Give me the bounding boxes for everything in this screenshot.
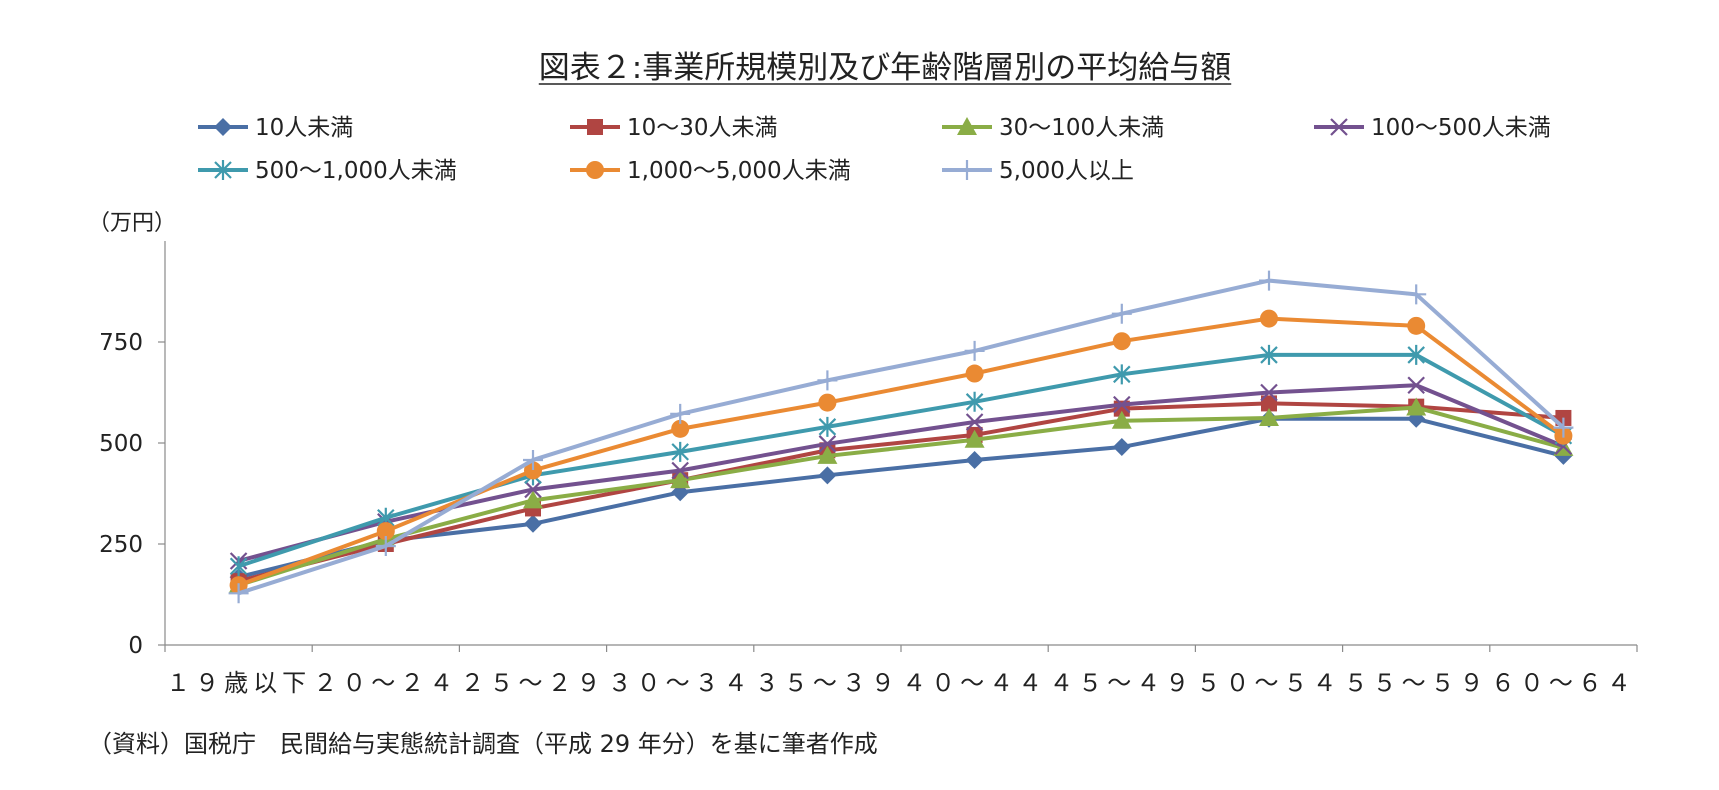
chart-title: 図表２:事業所規模別及び年齢階層別の平均給与額 [539, 50, 1231, 86]
x-tick-label: ２５～２９ [461, 669, 606, 697]
data-point [817, 370, 838, 391]
data-point [228, 583, 249, 604]
x-tick-label: ４５～４９ [1049, 669, 1194, 697]
series-layer [228, 270, 1574, 604]
legend-label: 1,000～5,000人未満 [627, 158, 851, 184]
x-tick-label: ６０～６４ [1491, 669, 1636, 697]
legend-label: 10人未満 [255, 115, 353, 141]
data-point [964, 429, 985, 448]
data-point [375, 536, 396, 557]
axes: 0 250 500 750 １９歳以下 ２０～２４ ２５～２９ ３０～３４ ３５～３９ ４０～４４… [99, 241, 1638, 697]
series-5 [229, 344, 1573, 577]
data-point [1113, 395, 1131, 414]
source-note: （資料）国税庁 民間給与実態統計調査（平成 29 年分）を基に筆者作成 [88, 730, 878, 758]
series-7 [228, 270, 1574, 604]
legend-marker [957, 117, 977, 135]
series-3 [228, 397, 1574, 594]
data-point [671, 461, 689, 480]
data-point [524, 480, 542, 499]
series-1 [229, 409, 1573, 587]
data-point [1407, 316, 1426, 335]
series-line [238, 383, 1565, 563]
data-point [818, 416, 837, 437]
data-point [818, 393, 837, 412]
legend-label: 100～500人未満 [1371, 115, 1551, 141]
series-line [238, 405, 1564, 588]
y-tick-label: 500 [99, 431, 143, 457]
data-point [1261, 395, 1277, 412]
series-line [238, 416, 1564, 580]
legend-item: 1,000～5,000人未満 [570, 158, 851, 184]
x-tick-label: １９歳以下 [166, 669, 311, 697]
data-point [817, 445, 838, 464]
data-point [1111, 303, 1132, 324]
data-point [1407, 344, 1425, 365]
legend-marker [214, 160, 232, 180]
series-6 [229, 309, 1573, 595]
x-tick-label: ３０～３４ [608, 669, 753, 697]
legend: 10人未満 10～30人未満 30～100人未満 100～500人未満 500～1,00… [198, 115, 1551, 184]
legend-marker [214, 118, 232, 136]
data-point [229, 556, 248, 577]
x-tick-label: ２０～２４ [313, 669, 458, 697]
data-point [1406, 397, 1427, 416]
legend-item: 5,000人以上 [942, 158, 1134, 184]
data-point [523, 449, 543, 470]
legend-label: 10～30人未満 [627, 115, 778, 141]
y-axis-unit-label: （万円） [88, 211, 176, 236]
legend-marker [587, 119, 603, 135]
series-line [238, 401, 1564, 584]
legend-label: 5,000人以上 [999, 158, 1134, 184]
data-point [1111, 410, 1132, 429]
legend-item: 500～1,000人未満 [198, 158, 457, 184]
legend-item: 10～30人未満 [570, 115, 778, 141]
data-point [1112, 438, 1131, 457]
data-point [1112, 332, 1131, 351]
data-point [1553, 417, 1574, 438]
data-point [670, 470, 691, 489]
legend-label: 30～100人未満 [999, 115, 1164, 141]
legend-item: 30～100人未満 [942, 115, 1164, 141]
data-point [1113, 364, 1131, 385]
series-2 [230, 395, 1572, 590]
legend-item: 10人未満 [198, 115, 353, 141]
series-line [237, 278, 1565, 596]
series-line [237, 352, 1565, 569]
data-point [671, 441, 689, 462]
legend-marker [586, 161, 604, 179]
data-point [965, 364, 984, 383]
x-tick-label: ４０～４４ [902, 669, 1047, 697]
data-point [524, 514, 542, 533]
data-point [523, 490, 543, 509]
data-point [965, 450, 984, 469]
data-point [1407, 376, 1425, 395]
data-point [1260, 383, 1278, 402]
data-point [818, 435, 837, 453]
data-point [1406, 284, 1427, 305]
data-point [1259, 270, 1279, 291]
x-tick-label: ５５～５９ [1344, 669, 1489, 697]
data-point [1260, 344, 1278, 365]
data-point [1260, 309, 1278, 328]
data-point [671, 419, 690, 438]
data-point [1259, 407, 1279, 426]
data-point [818, 466, 837, 485]
legend-marker [957, 160, 977, 180]
y-tick-label: 250 [99, 532, 143, 558]
legend-marker [1330, 118, 1348, 136]
x-tick-label: ５０～５４ [1197, 669, 1342, 697]
x-tick-label: ３５～３９ [755, 669, 900, 697]
data-point [670, 403, 691, 424]
y-tick-label: 0 [128, 633, 143, 659]
y-tick-label: 750 [99, 330, 143, 356]
data-point [376, 522, 395, 541]
series-line [237, 316, 1565, 588]
data-point [965, 413, 984, 431]
legend-label: 500～1,000人未満 [255, 158, 457, 184]
data-point [524, 461, 542, 480]
legend-item: 100～500人未満 [1314, 115, 1551, 141]
data-point [965, 391, 984, 412]
data-point [964, 340, 985, 361]
